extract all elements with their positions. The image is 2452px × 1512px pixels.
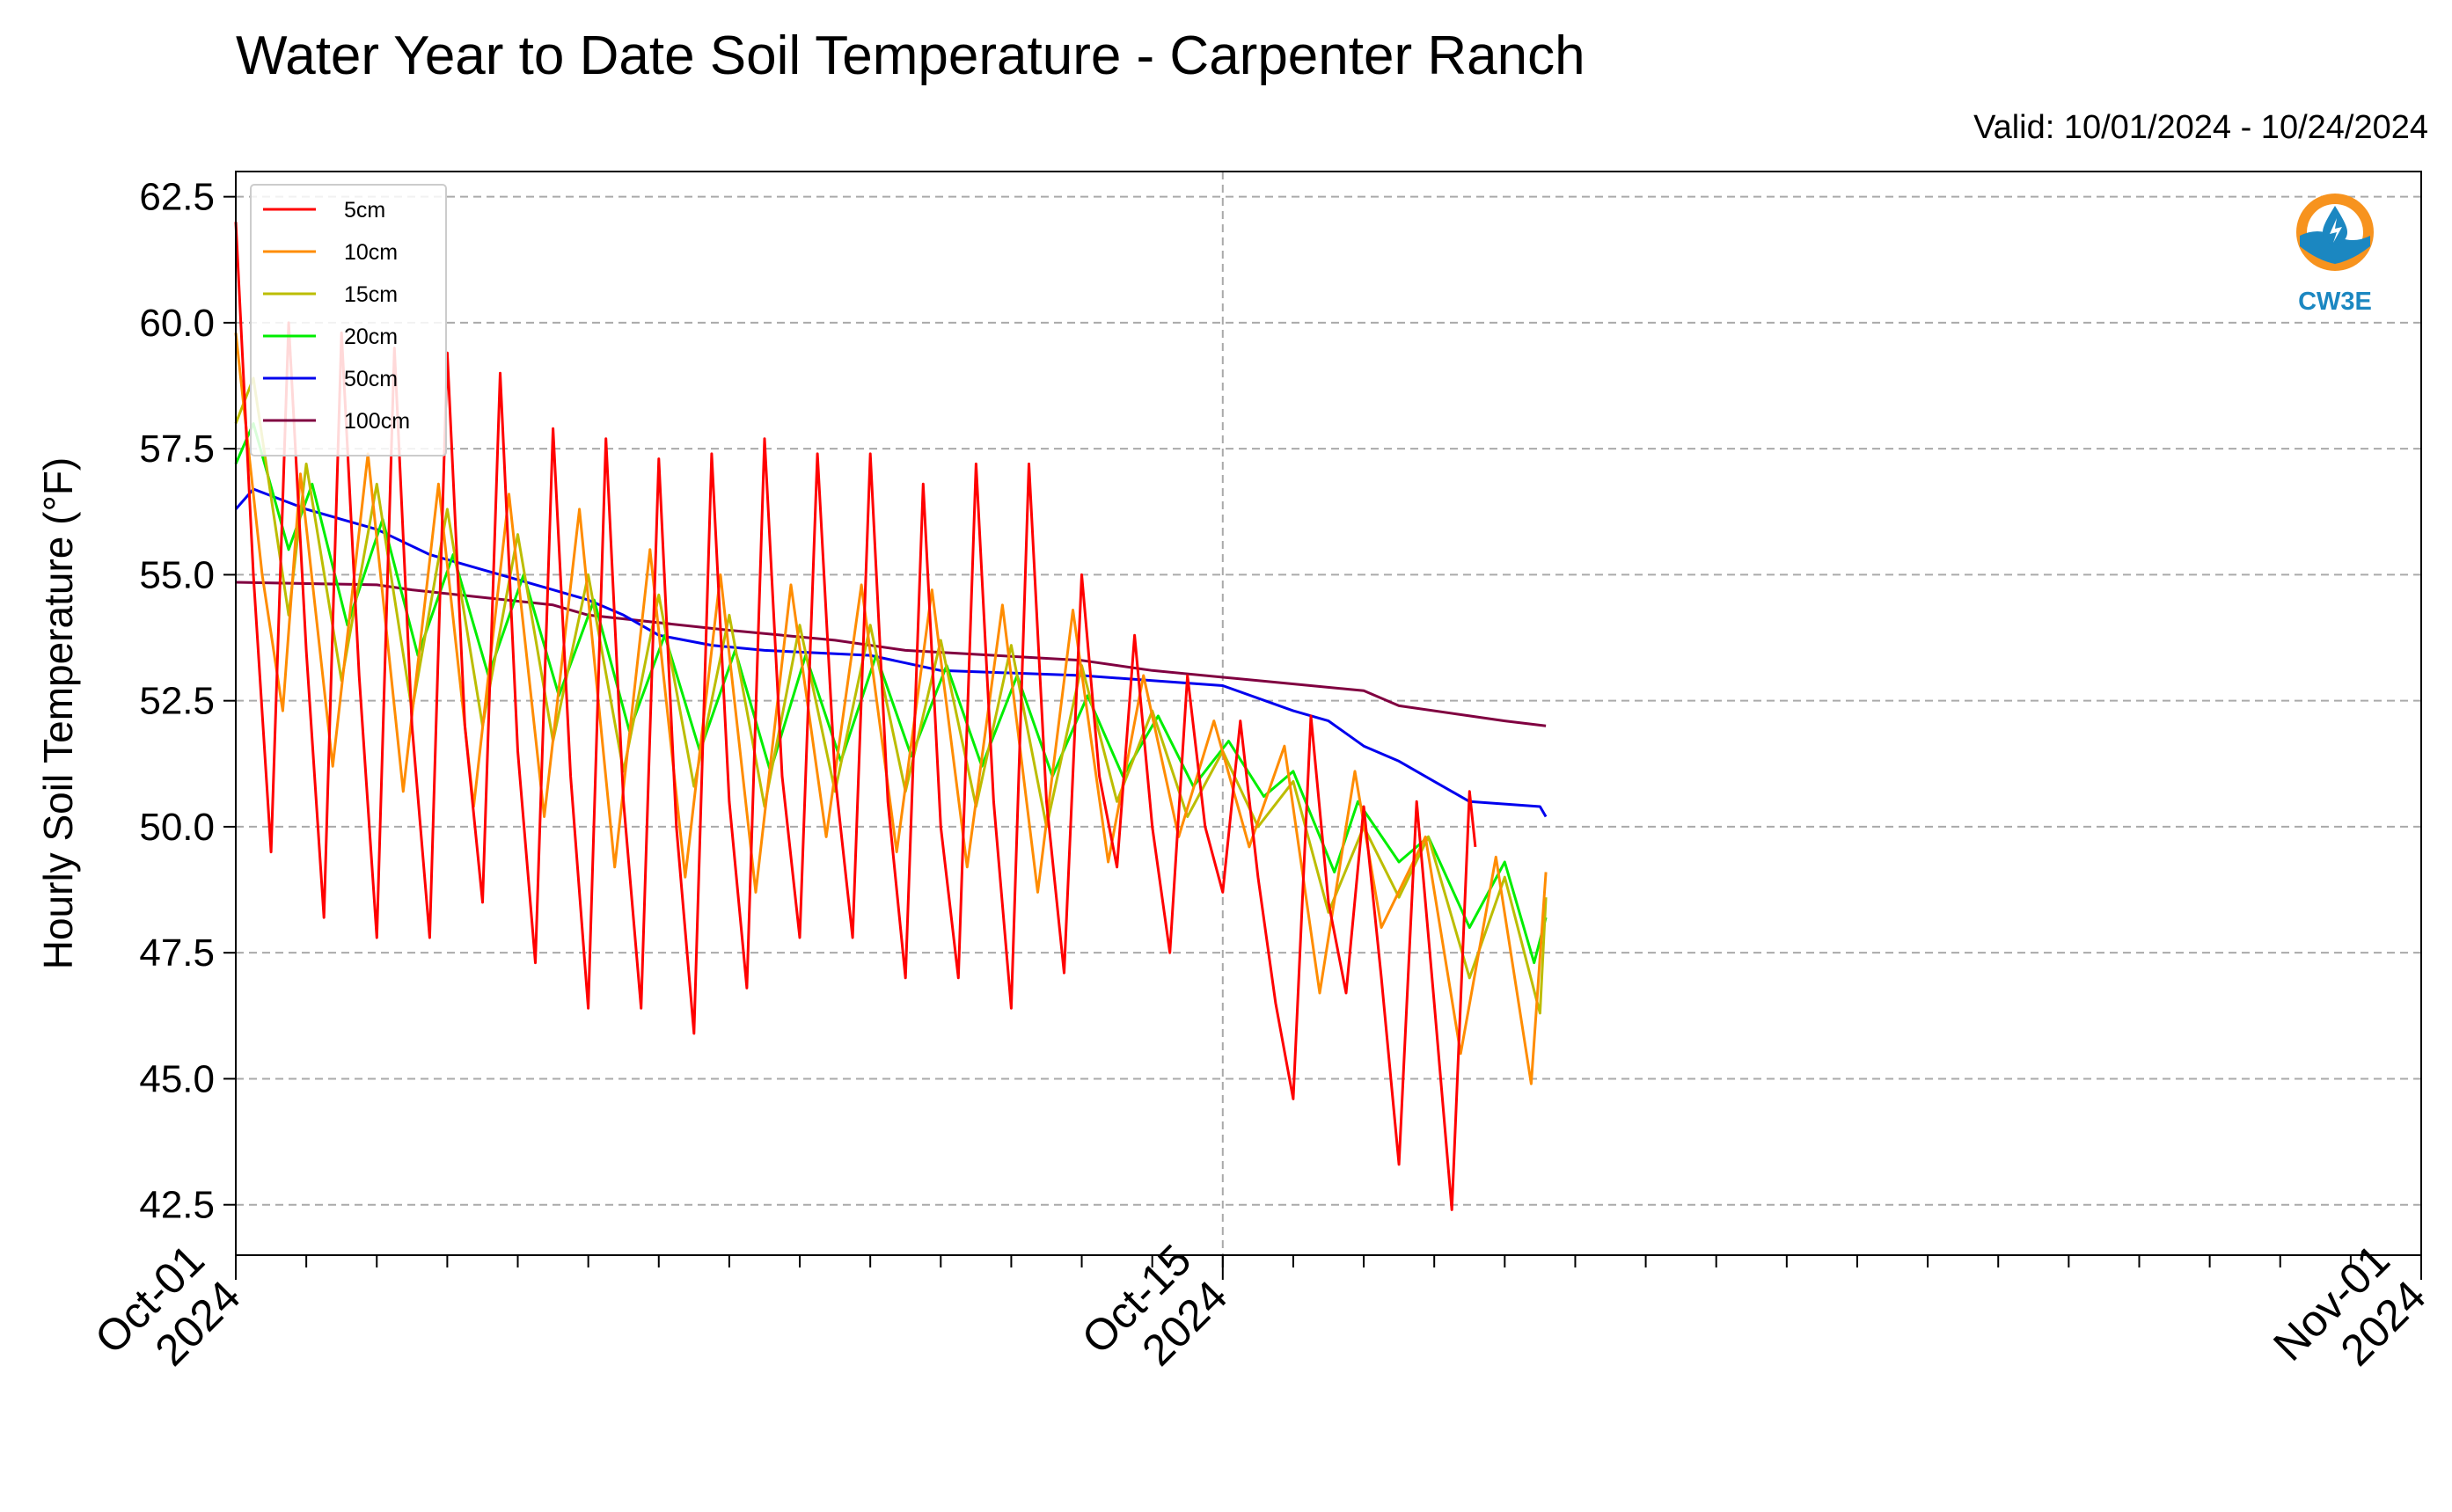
chart-title: Water Year to Date Soil Temperature - Ca… (236, 26, 1585, 86)
logo-text: CW3E (2298, 288, 2372, 316)
plot-frame (235, 171, 2422, 1256)
legend-label-50cm: 50cm (344, 367, 398, 391)
y-tick-label: 57.5 (139, 427, 215, 471)
series-line-20cm (234, 422, 1548, 965)
legend-label-100cm: 100cm (344, 409, 410, 434)
legend-label-20cm: 20cm (344, 325, 398, 349)
series-line-10cm (234, 332, 1548, 1085)
y-axis-label: Hourly Soil Temperature (°F) (35, 457, 81, 970)
y-tick-label: 45.0 (139, 1057, 215, 1100)
y-tick-label: 52.5 (139, 680, 215, 723)
logo-waves (2300, 231, 2370, 264)
legend-label-10cm: 10cm (344, 240, 398, 265)
series-line-100cm (235, 581, 1547, 727)
y-tick-label: 60.0 (139, 302, 215, 345)
grid-lines (236, 172, 2421, 1255)
y-tick-label: 62.5 (139, 176, 215, 219)
legend-label-15cm: 15cm (344, 282, 398, 307)
legend-label-5cm: 5cm (344, 198, 385, 223)
y-tick-label: 50.0 (139, 806, 215, 849)
legend: 5cm 10cm 15cm 20cm 50cm 100cm (250, 184, 447, 457)
series-line-50cm (234, 487, 1548, 818)
y-tick-label: 47.5 (139, 931, 215, 975)
cw3e-logo: CW3E (2296, 194, 2374, 316)
y-tick-label: 42.5 (139, 1184, 215, 1227)
series-line-15cm (234, 376, 1548, 1015)
valid-date-range: Valid: 10/01/2024 - 10/24/2024 (1973, 109, 2428, 146)
series-lines (234, 222, 1548, 1211)
logo-bolt-icon (2330, 218, 2342, 243)
y-tick-label: 55.0 (139, 553, 215, 596)
